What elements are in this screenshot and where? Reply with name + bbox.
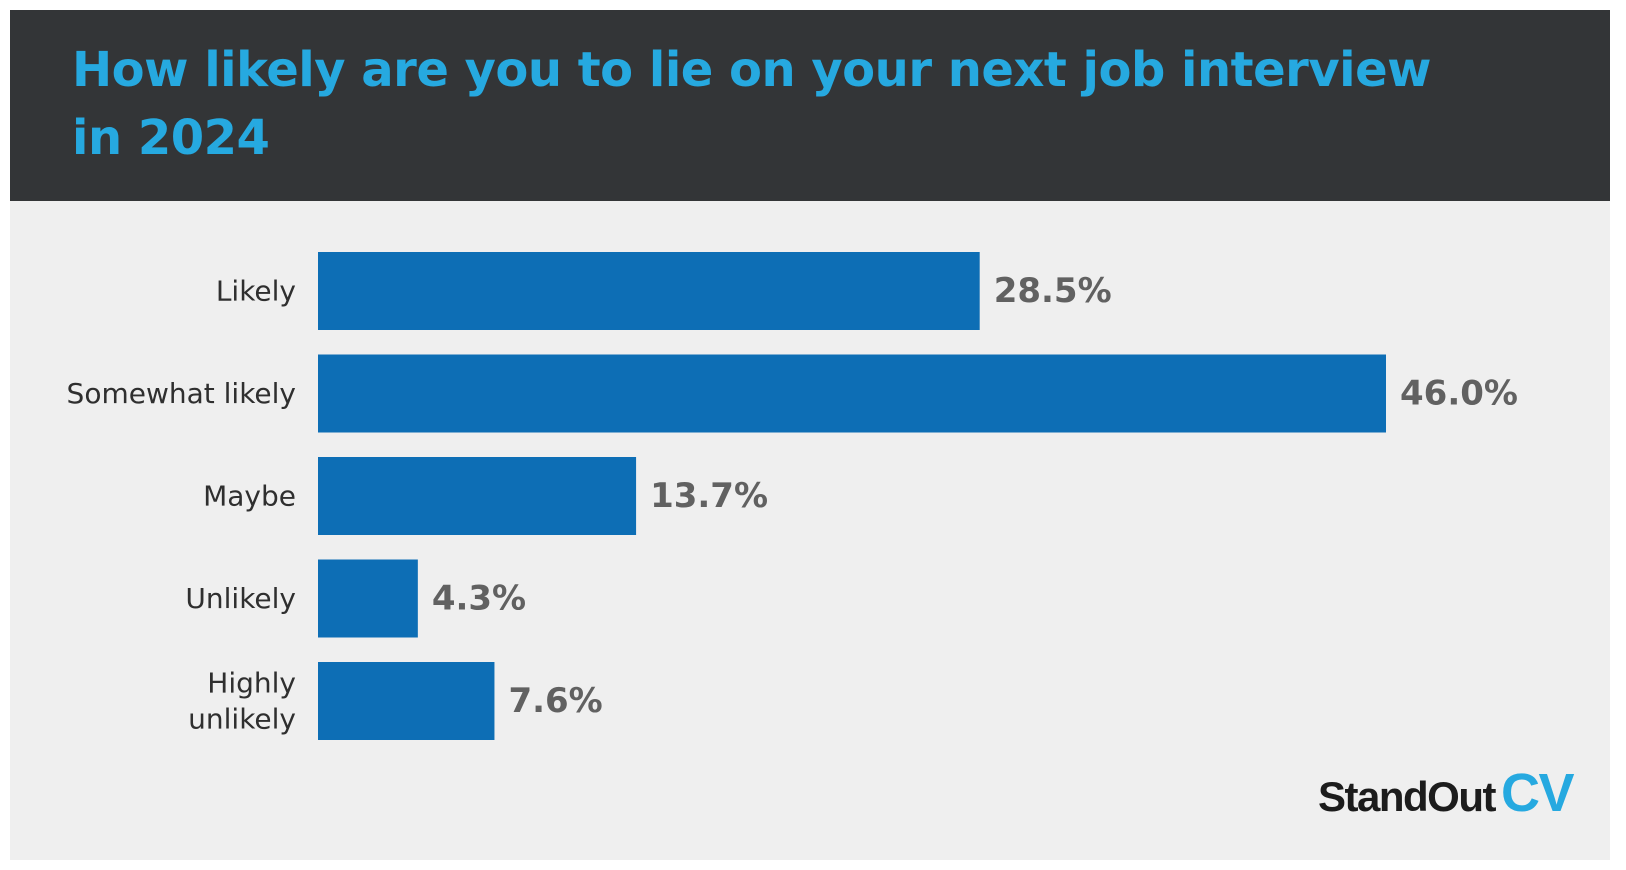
bar-chart: 28.5% Likely 46.0% Somewhat likely 13.7% Mayb… xyxy=(67,252,1518,740)
bar-somewhat-likely xyxy=(318,354,1386,433)
value-label-likely: 28.5% xyxy=(994,271,1112,311)
category-label-line: Unlikely xyxy=(185,582,296,615)
value-label-somewhat-likely: 46.0% xyxy=(1400,374,1518,414)
infographic-card: How likely are you to lie on your next j… xyxy=(10,10,1610,860)
brand-accent: CV xyxy=(1500,763,1575,823)
value-label-maybe: 13.7% xyxy=(650,476,768,516)
bar-highly-unlikely xyxy=(318,662,495,740)
bar-unlikely xyxy=(318,559,418,638)
category-label-line: Maybe xyxy=(203,480,296,513)
category-label-line: Somewhat likely xyxy=(67,377,296,410)
bar-likely xyxy=(318,252,980,330)
category-label-maybe: Maybe xyxy=(203,480,296,513)
title-banner: How likely are you to lie on your next j… xyxy=(10,10,1610,201)
brand-logo: StandOut CV xyxy=(1318,762,1575,824)
category-label-line: Highly xyxy=(207,667,296,700)
category-label-line: Likely xyxy=(216,275,296,308)
category-label-unlikely: Unlikely xyxy=(185,582,296,615)
brand-name: StandOut xyxy=(1318,773,1496,820)
bar-maybe xyxy=(318,457,637,535)
category-label-highly-unlikely: Highly unlikely xyxy=(188,667,296,736)
chart-title: How likely are you to lie on your next j… xyxy=(72,42,1432,166)
category-label-line: unlikely xyxy=(188,703,296,736)
category-label-somewhat-likely: Somewhat likely xyxy=(67,377,296,410)
value-label-unlikely: 4.3% xyxy=(432,579,526,619)
category-label-likely: Likely xyxy=(216,275,296,308)
value-label-highly-unlikely: 7.6% xyxy=(508,681,602,721)
